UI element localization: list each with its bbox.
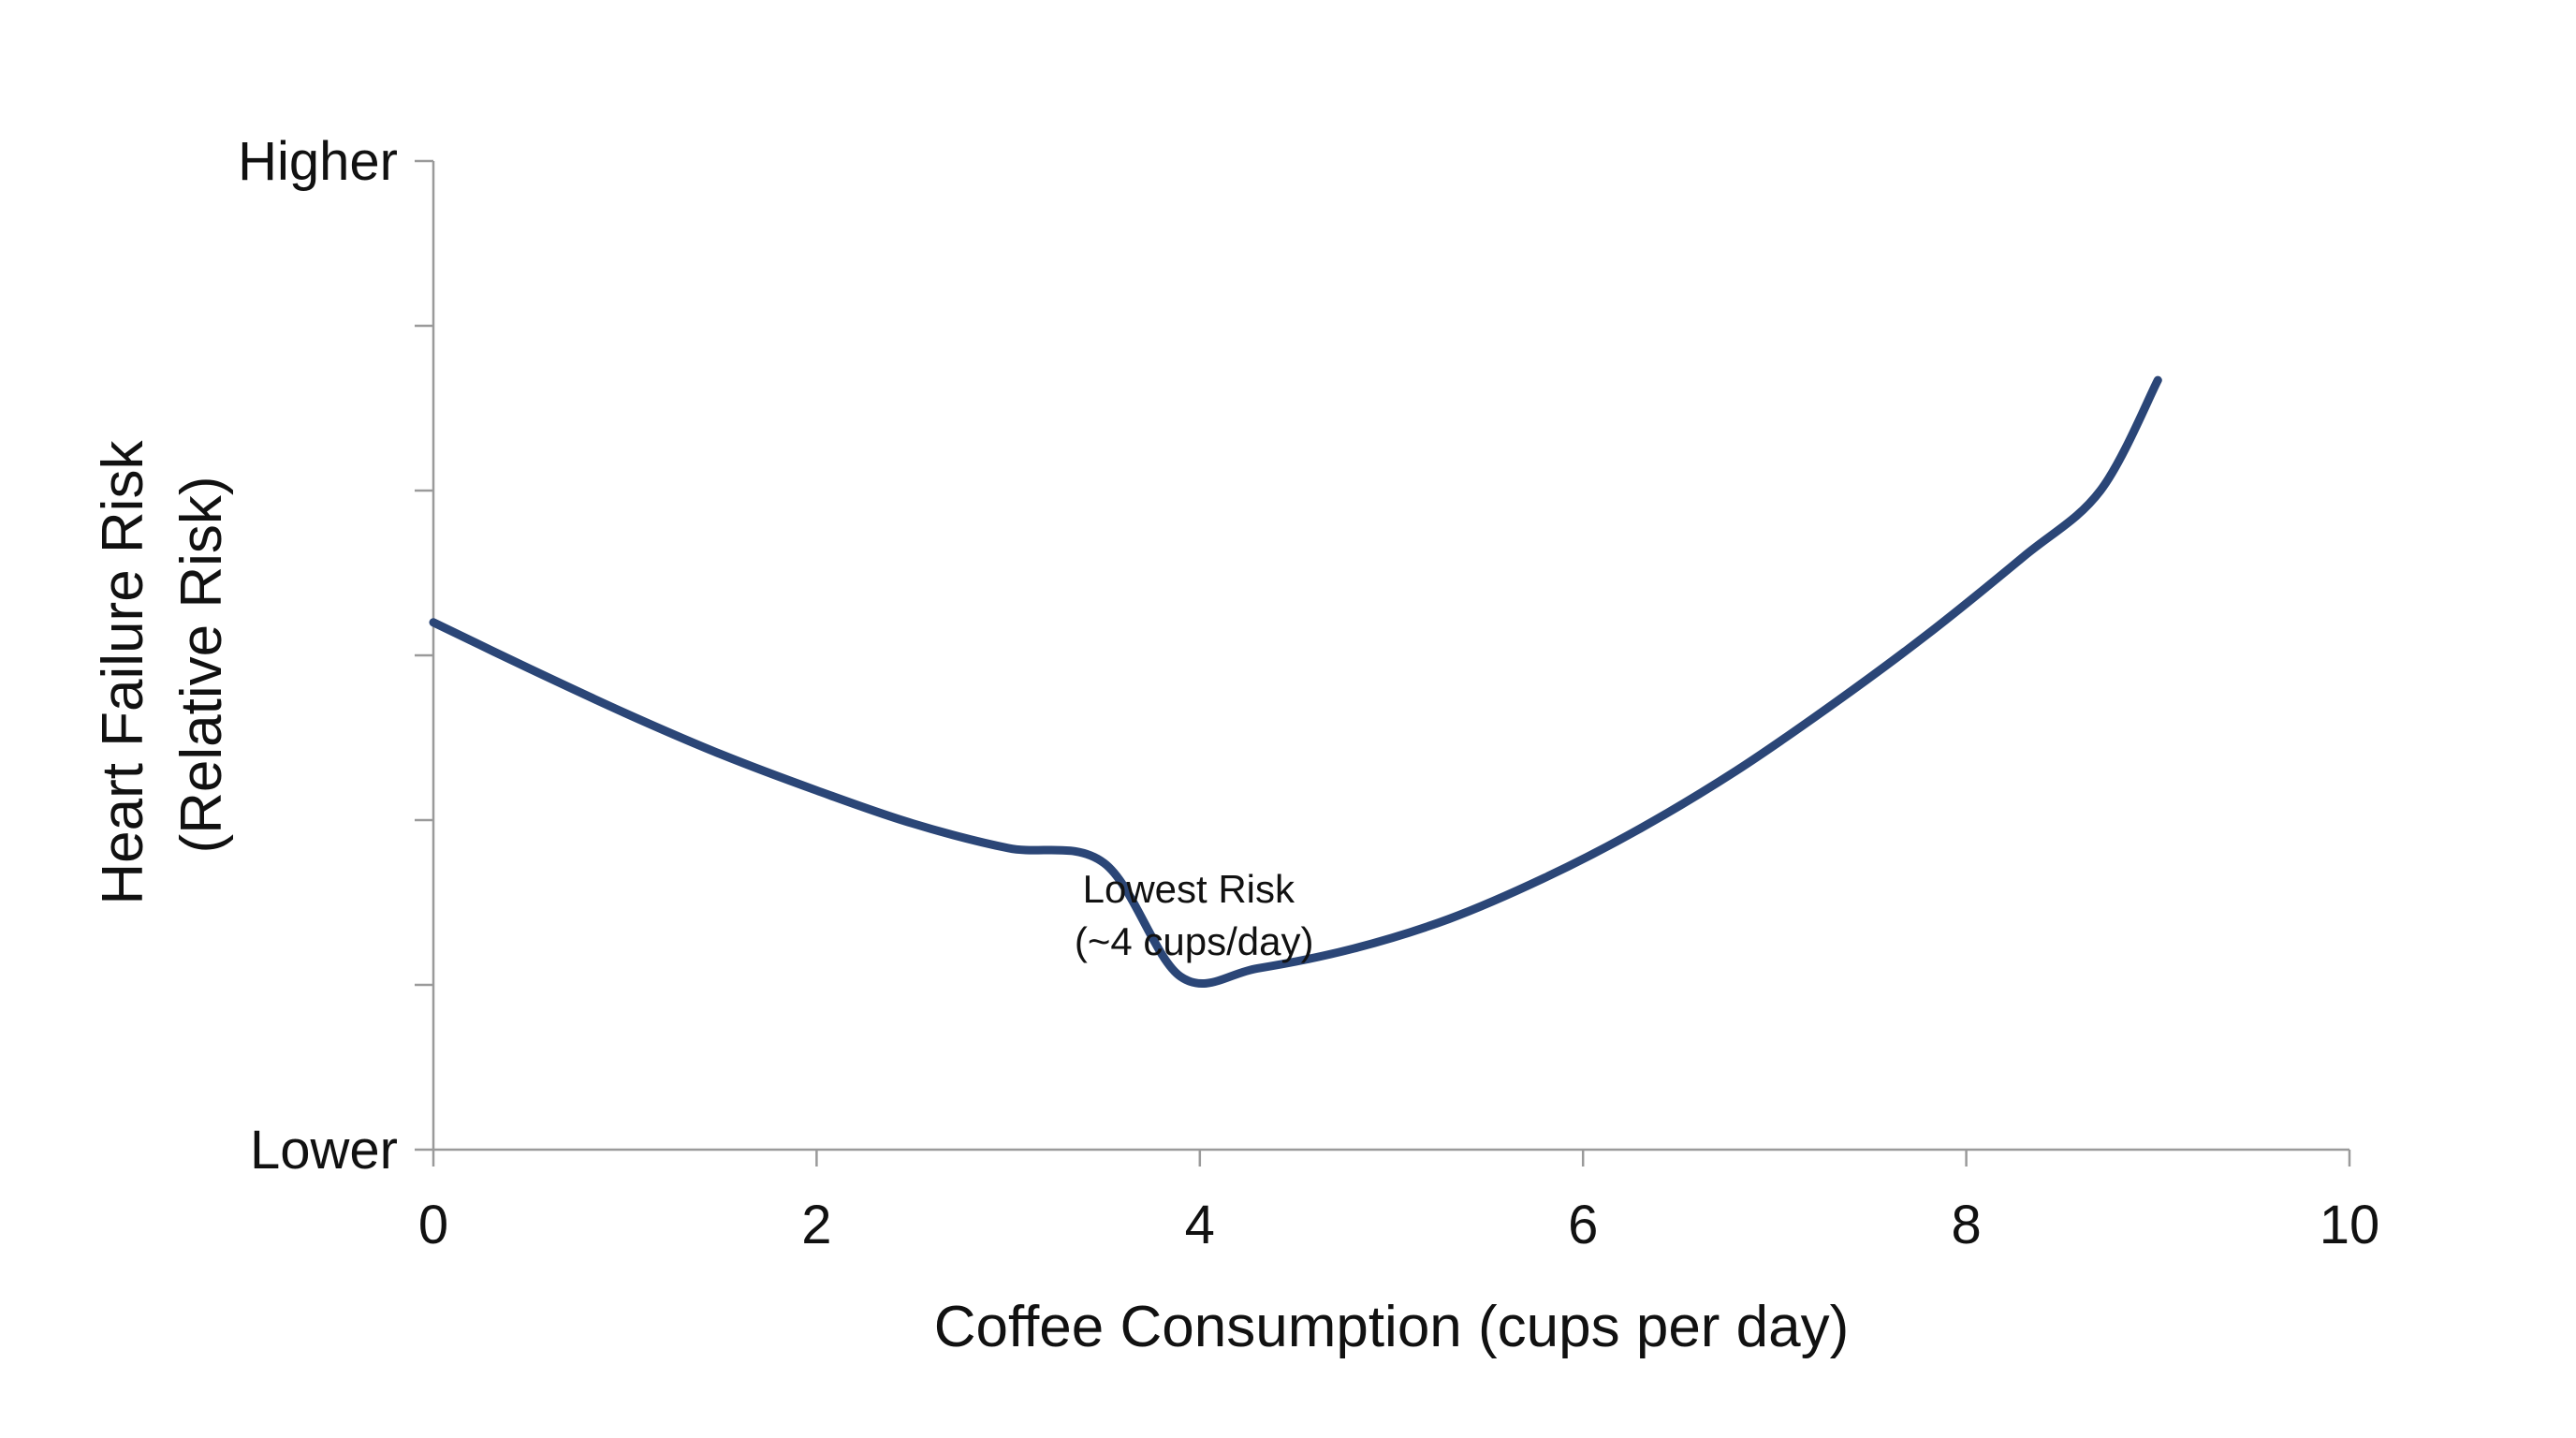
- y-axis-title: Heart Failure Risk (Relative Risk): [91, 424, 234, 904]
- y-tick-label-higher: Higher: [238, 131, 398, 192]
- annotation-line-2: (~4 cups/day): [1075, 919, 1314, 963]
- x-tick-label: 0: [418, 1195, 448, 1255]
- series-layer: [429, 375, 2162, 989]
- lowest-risk-annotation: Lowest Risk (~4 cups/day): [1075, 867, 1314, 963]
- x-tick-label: 2: [801, 1195, 831, 1255]
- y-axis-title-line-2: (Relative Risk): [169, 476, 234, 853]
- y-axis-ticks: [415, 159, 433, 1152]
- x-axis-tick-labels: 0 2 4 6 8 10: [418, 1195, 2379, 1255]
- x-tick-label: 10: [2320, 1195, 2380, 1255]
- chart-axes: [415, 159, 2351, 1167]
- x-tick-label: 4: [1185, 1195, 1215, 1255]
- x-axis-ticks: [432, 1150, 2351, 1167]
- y-tick-label-lower: Lower: [250, 1120, 398, 1181]
- y-axis-title-line-1: Heart Failure Risk: [91, 440, 155, 905]
- annotation-line-1: Lowest Risk: [1083, 867, 1295, 911]
- x-tick-label: 6: [1568, 1195, 1598, 1255]
- series-line-0: [429, 375, 2162, 989]
- x-tick-label: 8: [1951, 1195, 1981, 1255]
- x-axis-title: Coffee Consumption (cups per day): [934, 1295, 1850, 1359]
